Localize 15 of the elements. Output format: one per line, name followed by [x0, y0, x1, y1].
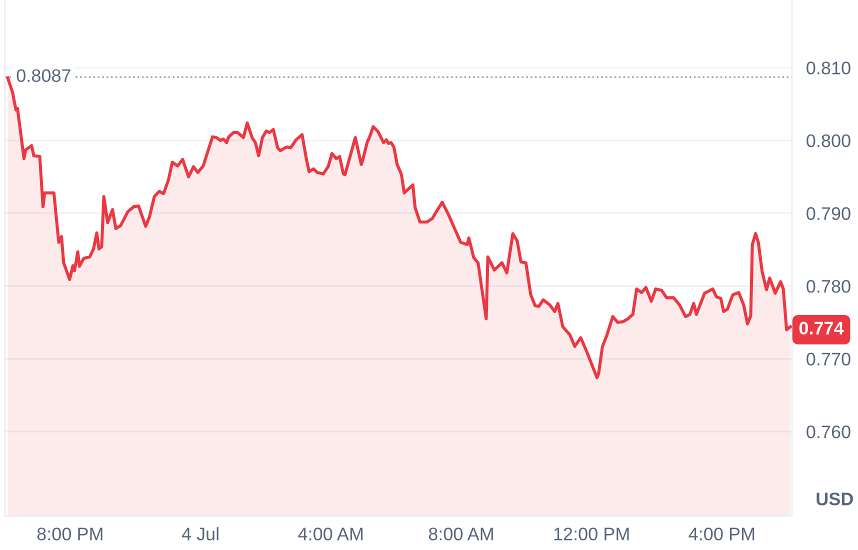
x-tick-label: 8:00 AM	[428, 528, 493, 540]
y-axis-title: USD	[816, 492, 853, 506]
y-tick-label: 0.770	[806, 352, 850, 366]
annotation: 0.774	[799, 322, 844, 335]
x-tick-label: 12:00 PM	[554, 528, 629, 540]
ref-line-label: 0.8087	[16, 69, 70, 82]
x-tick-label: 4:00 PM	[688, 528, 754, 540]
x-tick-label: 4:00 AM	[298, 528, 363, 540]
y-tick-label: 0.760	[806, 426, 850, 438]
y-tick-label: 0.780	[806, 280, 850, 293]
x-tick-label: 8:00 PM	[37, 528, 102, 540]
x-tick-label: 4 Jul	[182, 527, 218, 540]
y-tick-label: 0.810	[806, 62, 850, 74]
y-tick-label: 0.800	[806, 134, 850, 148]
y-tick-label: 0.790	[806, 207, 850, 220]
